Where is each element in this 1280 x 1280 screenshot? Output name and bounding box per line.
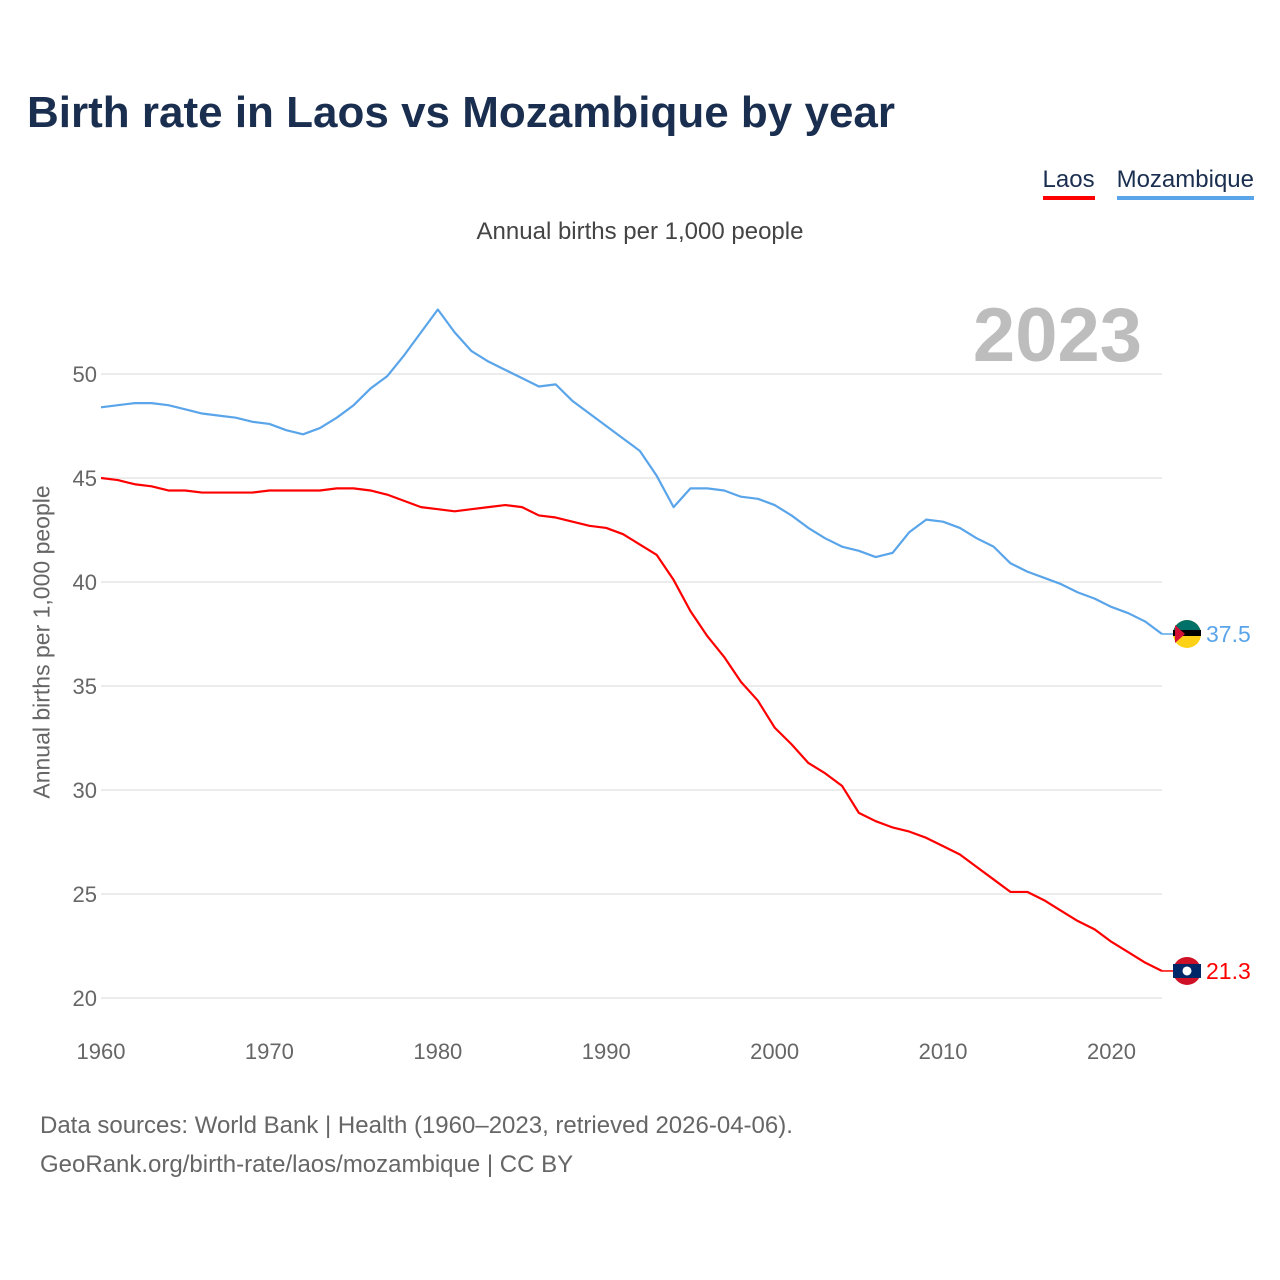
y-tick-label: 30 <box>73 778 97 803</box>
y-tick-label: 45 <box>73 466 97 491</box>
y-tick-label: 40 <box>73 570 97 595</box>
chart-subtitle: Annual births per 1,000 people <box>476 218 804 245</box>
x-tick-label: 1960 <box>77 1039 126 1064</box>
end-value-label: 37.5 <box>1206 621 1251 647</box>
end-value-label: 21.3 <box>1206 958 1251 984</box>
legend: Laos Mozambique <box>1042 166 1254 200</box>
y-tick-label: 50 <box>73 362 97 387</box>
legend-mozambique[interactable]: Mozambique <box>1116 166 1254 200</box>
y-tick-label: 20 <box>73 986 97 1011</box>
x-tick-label: 1970 <box>245 1039 294 1064</box>
flag-laos-icon <box>1173 956 1201 985</box>
x-tick-label: 1980 <box>413 1039 462 1064</box>
x-tick-label: 2010 <box>919 1039 968 1064</box>
flag-mozambique-icon <box>1173 620 1201 648</box>
flag-part <box>1173 630 1201 636</box>
flag-part <box>1182 966 1192 976</box>
footer: Data sources: World Bank | Health (1960–… <box>40 1106 793 1184</box>
x-tick-label: 1990 <box>582 1039 631 1064</box>
flag-part <box>1175 625 1185 643</box>
series-line-laos <box>100 476 1163 972</box>
data-source: Data sources: World Bank | Health (1960–… <box>40 1112 793 1139</box>
current-year-label: 2023 <box>972 293 1142 378</box>
x-tick-label: 2020 <box>1087 1039 1136 1064</box>
y-tick-label: 35 <box>73 674 97 699</box>
x-tick-label: 2000 <box>750 1039 799 1064</box>
chart-title: Birth rate in Laos vs Mozambique by year <box>27 88 896 137</box>
source-link[interactable]: GeoRank.org/birth-rate/laos/mozambique |… <box>40 1151 574 1178</box>
y-tick-label: 25 <box>73 882 97 907</box>
legend-laos[interactable]: Laos <box>1042 166 1095 200</box>
series-line-mozambique <box>100 308 1163 635</box>
